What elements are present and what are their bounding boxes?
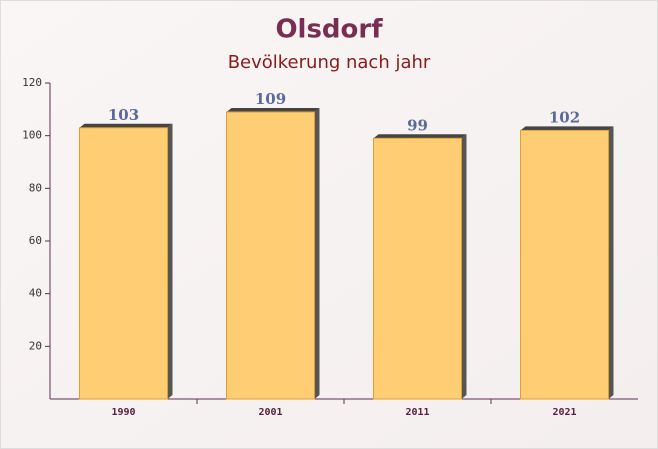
y-tick-label: 100 — [22, 129, 42, 142]
value-label: 103 — [108, 106, 139, 124]
bar-shadow — [608, 126, 614, 400]
bar — [520, 129, 609, 400]
x-tick-label: 2011 — [405, 407, 429, 418]
y-tick-label: 80 — [29, 181, 42, 194]
bar-shadow — [314, 107, 320, 399]
y-tick-label: 20 — [29, 339, 42, 352]
y-tick-label: 120 — [22, 76, 42, 89]
bar-top — [79, 123, 173, 128]
y-tick-label: 60 — [29, 234, 42, 247]
bar-top — [226, 107, 320, 112]
chart-subtitle: Bevölkerung nach jahr — [228, 52, 431, 73]
value-label: 99 — [407, 116, 428, 134]
chart-title: Olsdorf — [275, 15, 383, 45]
bar — [79, 127, 168, 400]
value-label: 109 — [255, 90, 286, 108]
bar-top — [373, 134, 467, 139]
value-label: 102 — [549, 108, 580, 126]
bar-shadow — [461, 134, 467, 400]
x-tick-label: 1990 — [111, 407, 135, 418]
y-tick-label: 40 — [29, 287, 42, 300]
x-tick-label: 2001 — [258, 407, 282, 418]
bar-shadow — [167, 123, 173, 400]
x-tick-label: 2021 — [552, 407, 576, 418]
bar — [226, 111, 315, 400]
bar-top — [520, 126, 614, 131]
bar — [373, 137, 462, 400]
